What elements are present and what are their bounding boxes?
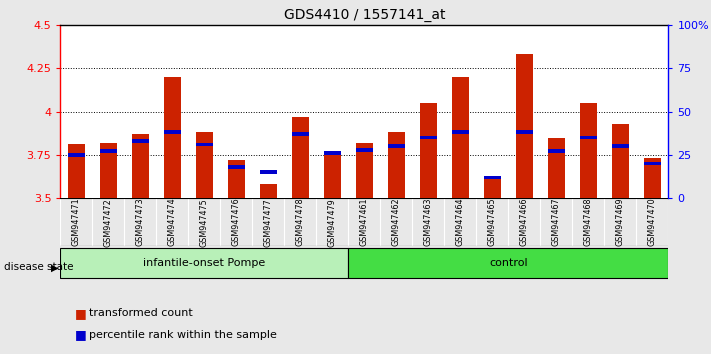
- Text: GSM947465: GSM947465: [488, 198, 497, 246]
- Bar: [547, 149, 565, 153]
- Bar: [419, 103, 437, 198]
- Text: GSM947472: GSM947472: [104, 198, 113, 246]
- Bar: [60, 248, 348, 278]
- Bar: [611, 124, 629, 198]
- Text: GSM947461: GSM947461: [360, 198, 369, 246]
- Bar: [515, 54, 533, 198]
- Bar: [68, 153, 85, 157]
- Bar: [68, 144, 85, 198]
- Bar: [515, 130, 533, 134]
- Text: GSM947466: GSM947466: [520, 198, 529, 246]
- Text: ■: ■: [75, 328, 87, 341]
- Title: GDS4410 / 1557141_at: GDS4410 / 1557141_at: [284, 8, 445, 22]
- Text: GSM947478: GSM947478: [296, 198, 305, 246]
- Bar: [196, 143, 213, 146]
- Bar: [260, 184, 277, 198]
- Bar: [132, 134, 149, 198]
- Text: transformed count: transformed count: [89, 308, 193, 318]
- Bar: [547, 137, 565, 198]
- Text: GSM947473: GSM947473: [136, 198, 145, 246]
- Text: ■: ■: [75, 307, 87, 320]
- Bar: [643, 158, 661, 198]
- Text: GSM947468: GSM947468: [584, 198, 593, 246]
- Bar: [164, 130, 181, 134]
- Bar: [579, 136, 597, 139]
- Text: GSM947463: GSM947463: [424, 198, 433, 246]
- Bar: [387, 132, 405, 198]
- Text: GSM947477: GSM947477: [264, 198, 273, 246]
- Bar: [164, 77, 181, 198]
- Bar: [356, 148, 373, 152]
- Bar: [292, 117, 309, 198]
- Text: GSM947475: GSM947475: [200, 198, 209, 246]
- Bar: [483, 176, 501, 179]
- Bar: [451, 77, 469, 198]
- Bar: [260, 170, 277, 174]
- Text: GSM947470: GSM947470: [648, 198, 657, 246]
- Bar: [292, 132, 309, 136]
- Text: GSM947462: GSM947462: [392, 198, 401, 246]
- Bar: [100, 149, 117, 153]
- Text: infantile-onset Pompe: infantile-onset Pompe: [144, 258, 265, 268]
- Text: GSM947474: GSM947474: [168, 198, 177, 246]
- Bar: [419, 136, 437, 139]
- Bar: [324, 151, 341, 155]
- Bar: [356, 143, 373, 198]
- Bar: [324, 155, 341, 198]
- Bar: [228, 160, 245, 198]
- Text: GSM947469: GSM947469: [616, 198, 625, 246]
- Text: GSM947479: GSM947479: [328, 198, 337, 246]
- Bar: [228, 165, 245, 169]
- Bar: [611, 144, 629, 148]
- Bar: [387, 144, 405, 148]
- Text: percentile rank within the sample: percentile rank within the sample: [89, 330, 277, 339]
- Bar: [132, 139, 149, 143]
- Bar: [483, 176, 501, 198]
- Bar: [579, 103, 597, 198]
- Bar: [348, 248, 668, 278]
- Bar: [196, 132, 213, 198]
- Text: GSM947467: GSM947467: [552, 198, 561, 246]
- Text: GSM947471: GSM947471: [72, 198, 81, 246]
- Text: disease state: disease state: [4, 262, 73, 272]
- Bar: [451, 130, 469, 134]
- Bar: [100, 143, 117, 198]
- Bar: [643, 162, 661, 165]
- Text: ▶: ▶: [50, 262, 58, 272]
- Text: GSM947476: GSM947476: [232, 198, 241, 246]
- Text: GSM947464: GSM947464: [456, 198, 465, 246]
- Text: control: control: [489, 258, 528, 268]
